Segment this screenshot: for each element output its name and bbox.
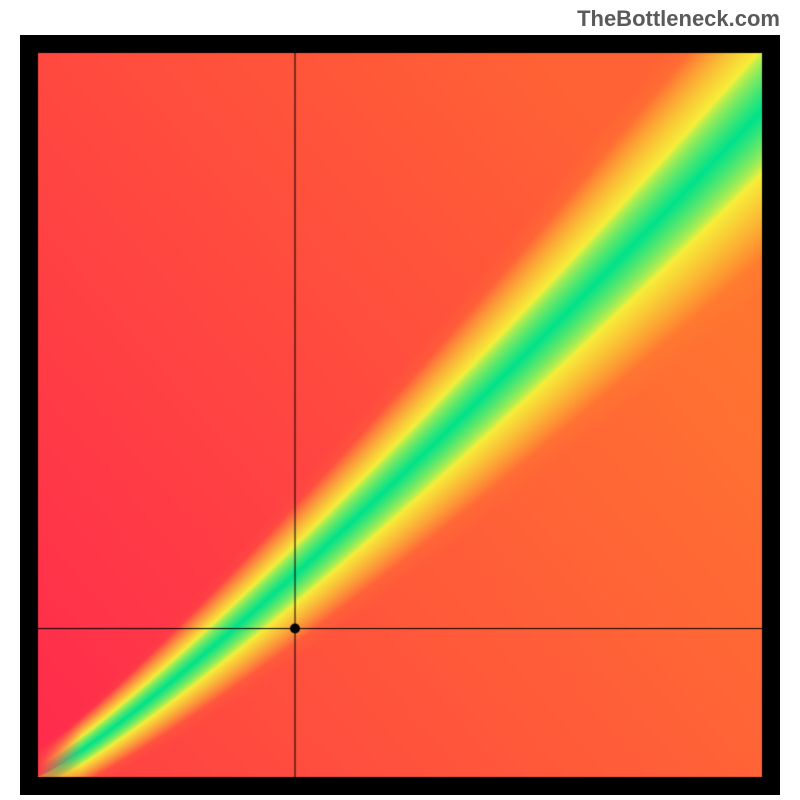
container: TheBottleneck.com	[0, 0, 800, 800]
heatmap-canvas	[20, 35, 780, 795]
chart-frame	[20, 35, 780, 795]
watermark-text: TheBottleneck.com	[577, 6, 780, 32]
